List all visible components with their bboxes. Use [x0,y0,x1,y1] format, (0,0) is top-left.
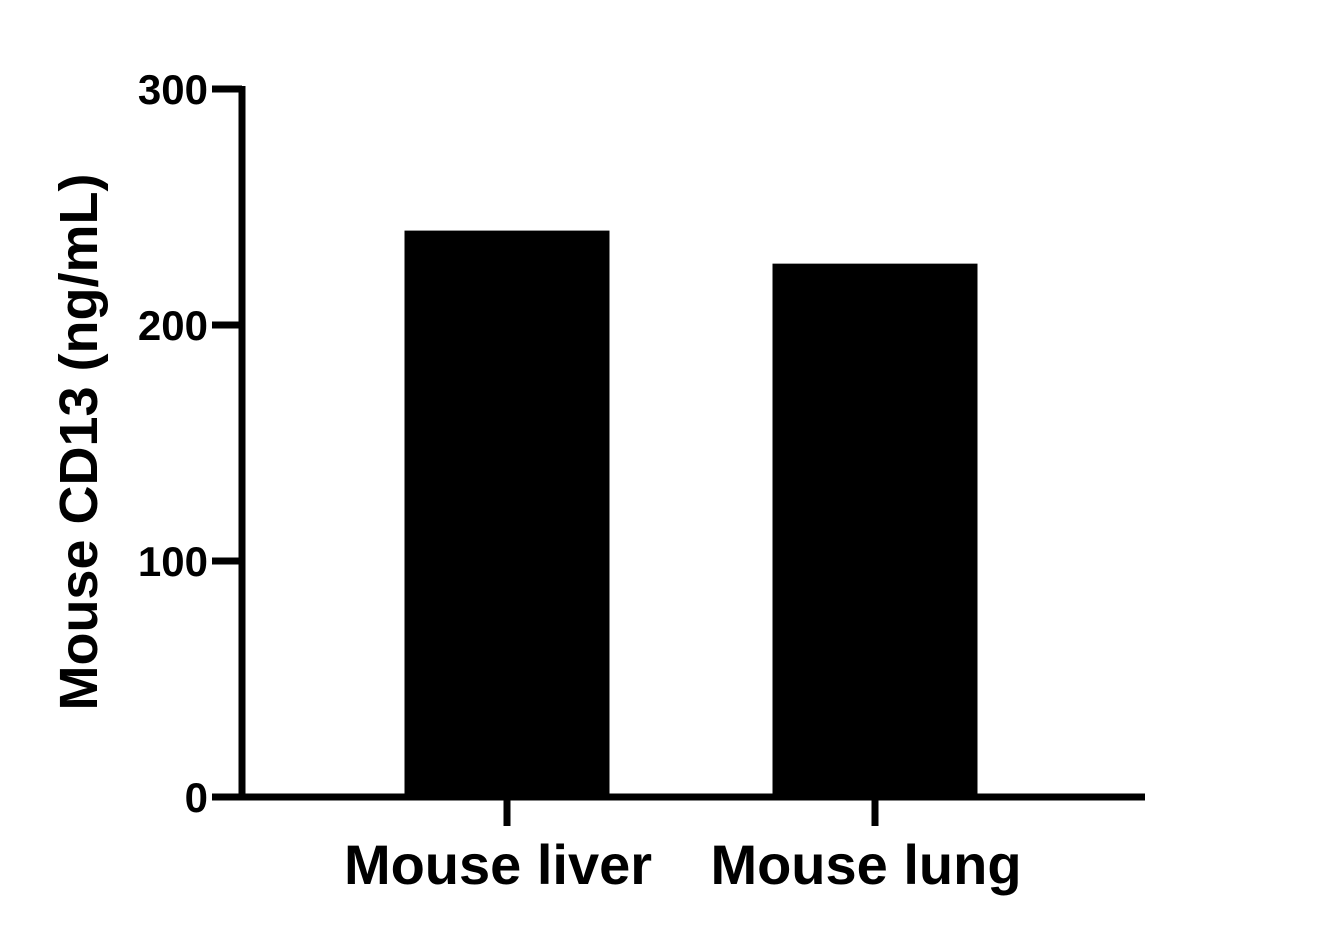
y-tick-label-100: 100 [138,538,208,585]
y-tick-label-300: 300 [138,66,208,113]
y-axis-title: Mouse CD13 (ng/mL) [49,173,109,710]
y-tick-label-200: 200 [138,302,208,349]
x-tick-label-mouse-liver: Mouse liver [344,833,652,896]
bar-mouse-liver [404,230,610,798]
bar-mouse-lung [772,263,978,797]
y-tick-label-0: 0 [185,774,208,821]
x-tick-label-mouse-lung: Mouse lung [710,833,1021,896]
